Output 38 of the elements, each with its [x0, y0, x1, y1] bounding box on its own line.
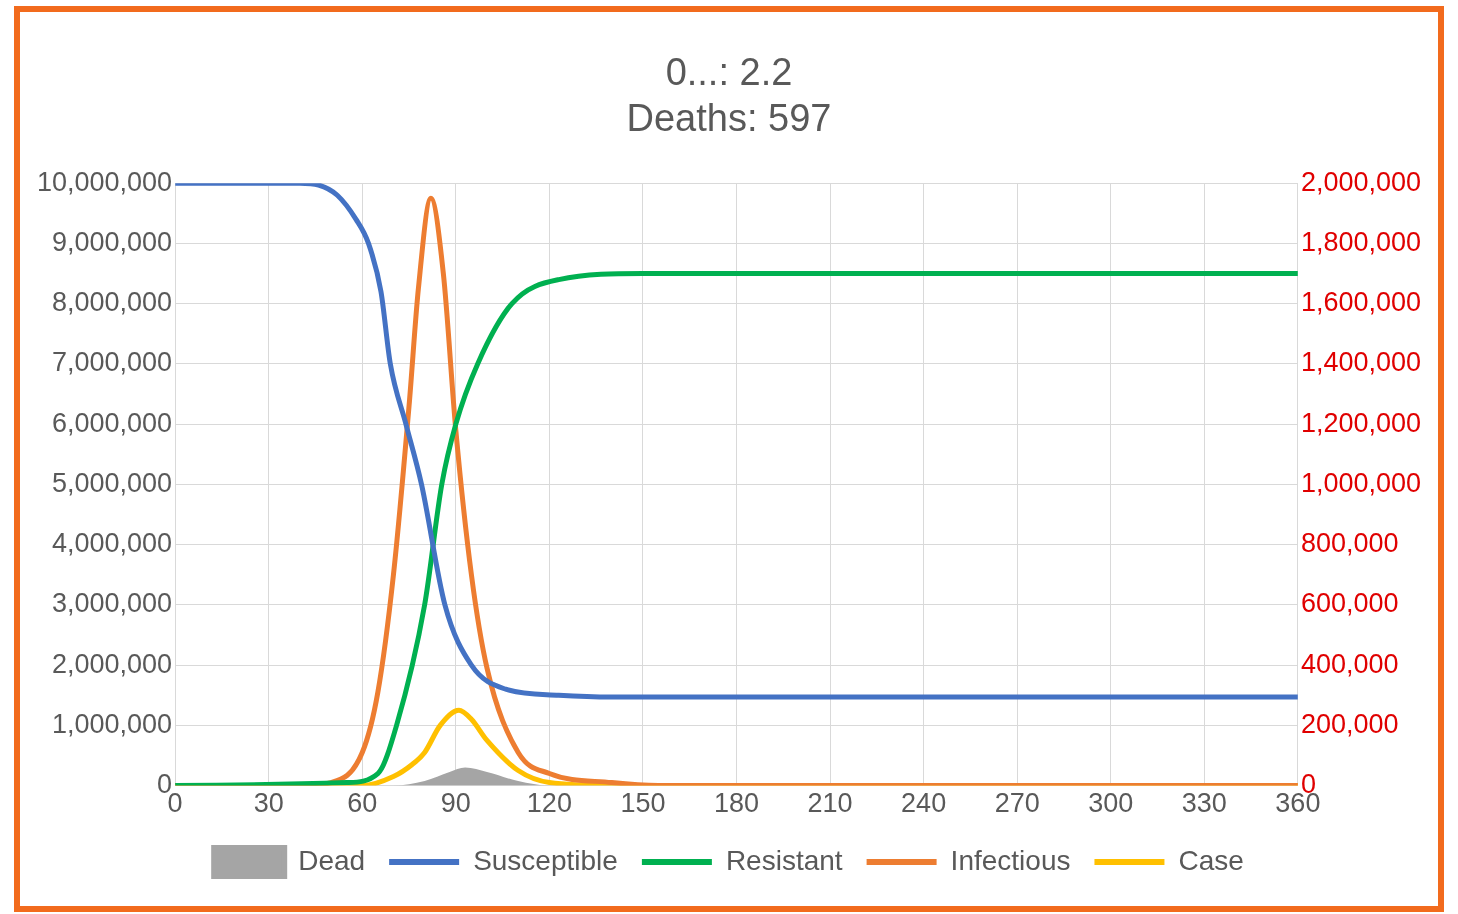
y2-tick-label: 600,000 [1300, 588, 1399, 619]
x-tick-label: 30 [253, 788, 284, 819]
y-tick-label: 10,000,000 [36, 166, 173, 197]
y-tick-label: 2,000,000 [52, 648, 173, 679]
y2-tick-label: 200,000 [1300, 708, 1399, 739]
y-tick-label: 5,000,000 [52, 467, 173, 498]
y-tick-label: 6,000,000 [52, 407, 173, 438]
x-tick-label: 60 [347, 788, 378, 819]
x-tick-label: 240 [901, 788, 947, 819]
y-tick-label: 9,000,000 [52, 226, 173, 257]
y2-tick-label: 800,000 [1300, 528, 1399, 559]
chart-subtitle: Deaths: 597 [626, 96, 832, 139]
x-tick-label: 270 [994, 788, 1040, 819]
x-tick-label: 150 [620, 788, 666, 819]
y2-tick-label: 1,000,000 [1300, 467, 1422, 498]
y2-tick-label: 400,000 [1300, 648, 1399, 679]
x-tick-label: 330 [1181, 788, 1227, 819]
y2-tick-label: 1,400,000 [1300, 347, 1422, 378]
y-tick-label: 4,000,000 [52, 528, 173, 559]
y2-tick-label: 1,600,000 [1300, 287, 1422, 318]
x-tick-label: 300 [1088, 788, 1134, 819]
legend-label: Case [1178, 844, 1244, 876]
x-tick-label: 90 [440, 788, 471, 819]
legend-label: Resistant [725, 844, 843, 876]
y2-tick-label: 1,800,000 [1300, 226, 1422, 257]
y2-tick-label: 2,000,000 [1300, 166, 1422, 197]
legend-label: Infectious [950, 844, 1071, 876]
y-tick-label: 3,000,000 [52, 588, 173, 619]
y-tick-label: 7,000,000 [52, 347, 173, 378]
y-tick-label: 1,000,000 [52, 708, 173, 739]
x-tick-label: 180 [713, 788, 760, 819]
x-tick-label: 210 [807, 788, 853, 819]
x-tick-label: 120 [526, 788, 572, 819]
y2-tick-label: 1,200,000 [1300, 407, 1422, 438]
y-tick-label: 8,000,000 [52, 287, 173, 318]
chart-title: 0...: 2.2 [665, 51, 793, 94]
legend-label: Susceptible [473, 844, 618, 876]
legend-label: Dead [298, 844, 366, 876]
